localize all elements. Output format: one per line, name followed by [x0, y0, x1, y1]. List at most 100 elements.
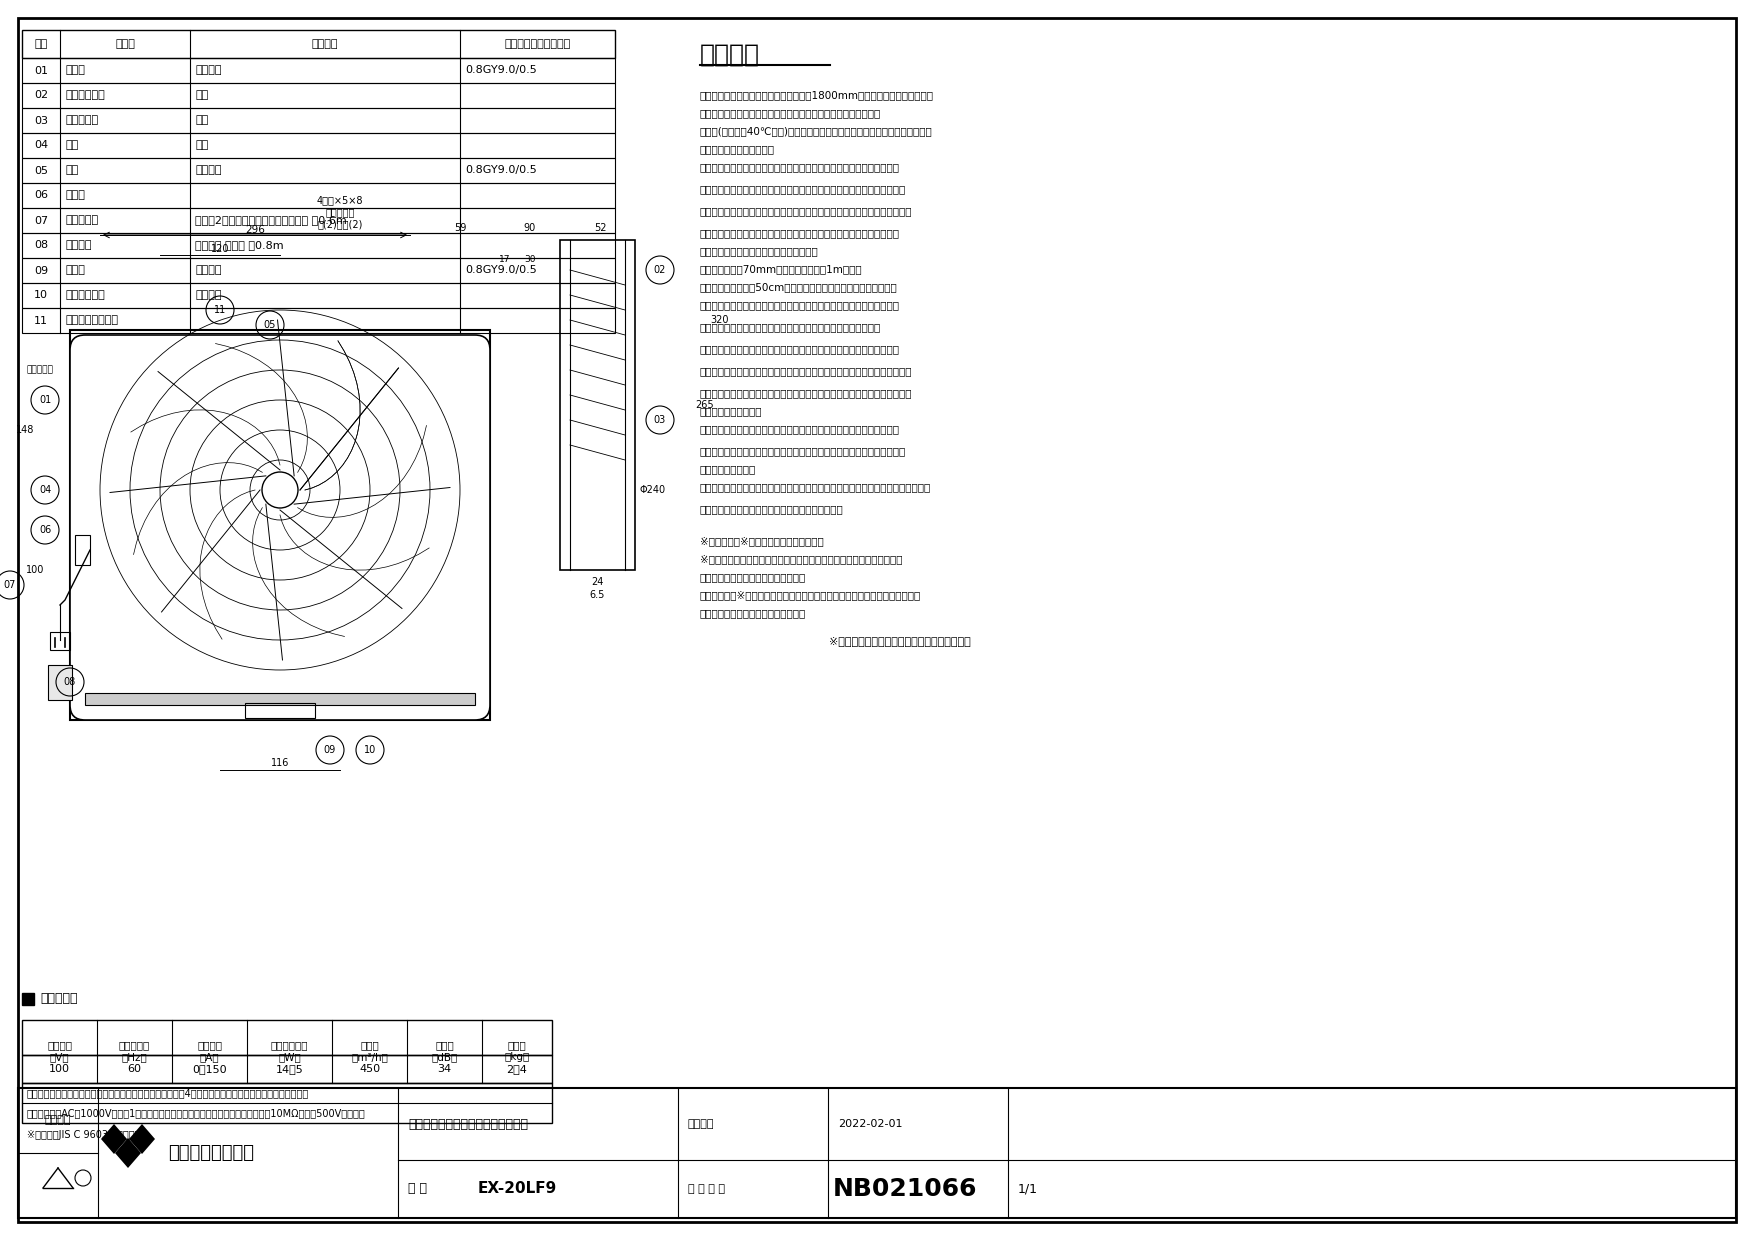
Text: 100: 100: [49, 1064, 70, 1074]
Bar: [23, 258, 616, 283]
Text: 03: 03: [33, 115, 47, 125]
Text: 17: 17: [500, 255, 510, 264]
Text: EX-20LF9: EX-20LF9: [479, 1182, 558, 1197]
Text: 09: 09: [33, 265, 47, 275]
Text: 形 名: 形 名: [409, 1182, 426, 1195]
Text: 4ヶ所×5×8: 4ヶ所×5×8: [317, 195, 363, 205]
Text: 羽根中心量: 羽根中心量: [26, 366, 53, 374]
Text: 116: 116: [270, 758, 289, 768]
Text: うちわボルト: うちわボルト: [65, 91, 105, 100]
Bar: [23, 283, 616, 308]
Text: 08: 08: [33, 241, 47, 250]
Text: 0．150: 0．150: [193, 1064, 226, 1074]
Text: ※各所用　　※フィルターは交換形です。: ※各所用 ※フィルターは交換形です。: [700, 536, 824, 546]
Text: 06: 06: [33, 191, 47, 201]
Text: 本体: 本体: [65, 140, 79, 150]
Text: ・浴室など湿気の多い場所や結露する場所には据付けないでください。: ・浴室など湿気の多い場所や結露する場所には据付けないでください。: [700, 162, 900, 172]
Text: ・本体の据付けは十分強度のあるところを選んで確実に行なってください。: ・本体の据付けは十分強度のあるところを選んで確実に行なってください。: [700, 366, 912, 376]
Bar: [23, 308, 616, 334]
Text: 据付用長穴: 据付用長穴: [324, 207, 354, 217]
Text: （m³/h）: （m³/h）: [351, 1052, 388, 1061]
Bar: [84, 693, 475, 706]
Text: ・外風でシャッターがばたつく。・換気しない。: ・外風でシャッターがばたつく。・換気しない。: [700, 503, 844, 515]
Text: ・高温(室内温度40℃以上)になる場所や直接炎のあたるおそれのある場所には: ・高温(室内温度40℃以上)になる場所や直接炎のあたるおそれのある場所には: [700, 126, 933, 136]
Text: 定格電圧: 定格電圧: [47, 1040, 72, 1050]
Text: ・空気の流れが必要なため換気扇の反対側に出入口・窓などがあるところに: ・空気の流れが必要なため換気扇の反対側に出入口・窓などがあるところに: [700, 388, 912, 398]
Text: 296: 296: [246, 224, 265, 236]
Text: ・外風の強い場所・高気密住宅への設置には下記のような症状が発生する: ・外風の強い場所・高気密住宅への設置には下記のような症状が発生する: [700, 446, 907, 456]
Text: 10: 10: [363, 745, 375, 755]
Bar: [23, 133, 616, 157]
Text: 電動機形式｜全閉形コンデンサ永久分相形単相誘導電動機　4極　｜シャッター形式｜スイッチとの連動式: 電動機形式｜全閉形コンデンサ永久分相形単相誘導電動機 4極 ｜シャッター形式｜ス…: [26, 1087, 309, 1097]
Text: ・温泉地　・塩害地域　・薬品工場　・直射日光が当たる場所: ・温泉地 ・塩害地域 ・薬品工場 ・直射日光が当たる場所: [700, 322, 881, 332]
Text: 合成樹脂: 合成樹脂: [195, 290, 221, 300]
Polygon shape: [130, 1123, 154, 1154]
Text: 合成樹脂: 合成樹脂: [195, 66, 221, 76]
Text: 品番: 品番: [35, 38, 47, 50]
Text: 05: 05: [263, 320, 275, 330]
Text: ・キッチンフード内には設置しないでください。故障の原因になります。: ・キッチンフード内には設置しないでください。故障の原因になります。: [700, 184, 907, 193]
Text: ※壁取付専用　　フィルターが汚れた場合は、別売の交換フィルターと: ※壁取付専用 フィルターが汚れた場合は、別売の交換フィルターと: [700, 554, 903, 564]
Text: 2022-02-01: 2022-02-01: [838, 1118, 903, 1128]
Text: Φ240: Φ240: [640, 485, 667, 495]
Text: 据付けてください。: 据付けてください。: [700, 405, 763, 415]
Text: 品　名: 品 名: [116, 38, 135, 50]
Text: 100: 100: [26, 565, 44, 575]
Text: 08: 08: [63, 677, 75, 687]
Text: ※内部コンセントを設ける場合は、別売のコンセント取付金具を: ※内部コンセントを設ける場合は、別売のコンセント取付金具を: [700, 590, 921, 600]
Text: 320: 320: [710, 315, 730, 325]
Text: 450: 450: [360, 1064, 381, 1074]
Text: 引きひも: 引きひも: [65, 241, 91, 250]
Text: 風　量: 風 量: [360, 1040, 379, 1050]
Text: 作成日付: 作成日付: [688, 1118, 714, 1128]
Text: ・この製品は高所据付用です。床面より1800mm以上のメンテナンス可能な: ・この製品は高所据付用です。床面より1800mm以上のメンテナンス可能な: [700, 91, 933, 100]
Text: 34: 34: [437, 1064, 451, 1074]
Bar: [23, 58, 616, 83]
Bar: [23, 30, 616, 58]
Text: （Hz）: （Hz）: [121, 1052, 147, 1061]
Text: 電動機: 電動機: [65, 191, 84, 201]
FancyBboxPatch shape: [70, 335, 489, 720]
Text: 鋼板: 鋼板: [195, 140, 209, 150]
Text: 0.8GY9.0/0.5: 0.8GY9.0/0.5: [465, 165, 537, 176]
Text: 三菱電機株式会社: 三菱電機株式会社: [168, 1145, 254, 1162]
Text: 04: 04: [33, 140, 47, 150]
Text: 09: 09: [324, 745, 337, 755]
Text: 10: 10: [33, 290, 47, 300]
Text: 04: 04: [39, 485, 51, 495]
Text: 使用してください。: 使用してください。: [700, 608, 807, 618]
Text: 定格消費電力: 定格消費電力: [270, 1040, 309, 1050]
Text: 交換してください。: 交換してください。: [700, 572, 807, 582]
Bar: [23, 1083, 553, 1123]
Text: ・カーテン・ひもなどが触れるおそれのない場所に据付けてください。: ・カーテン・ひもなどが触れるおそれのない場所に据付けてください。: [700, 424, 900, 434]
Text: 不織布フィルター: 不織布フィルター: [65, 315, 118, 325]
Text: 上(2)，下(2): 上(2)，下(2): [317, 219, 363, 229]
Text: （V）: （V）: [49, 1052, 70, 1061]
Text: 騒　音: 騒 音: [435, 1040, 454, 1050]
Text: ・天井・壁から70mm以上、コンロから1m以上、: ・天井・壁から70mm以上、コンロから1m以上、: [700, 264, 863, 274]
Text: （kg）: （kg）: [505, 1052, 530, 1061]
Text: NB021066: NB021066: [833, 1177, 977, 1200]
Text: 質　量: 質 量: [507, 1040, 526, 1050]
Text: 第三角法: 第三角法: [46, 1116, 72, 1126]
Text: ・雨水の直接かかる場所では雨水が直接浸入することがありますので、: ・雨水の直接かかる場所では雨水が直接浸入することがありますので、: [700, 228, 900, 238]
Text: 羽根: 羽根: [65, 165, 79, 176]
Bar: [23, 108, 616, 133]
Text: （W）: （W）: [279, 1052, 302, 1061]
Text: 鋼板: 鋼板: [195, 115, 209, 125]
Bar: [70, 330, 489, 720]
Text: 11: 11: [214, 305, 226, 315]
Text: 合成樹脂 有効長 約0.8m: 合成樹脂 有効長 約0.8m: [195, 241, 284, 250]
Bar: [75, 534, 89, 565]
Text: 0.8GY9.0/0.5: 0.8GY9.0/0.5: [465, 265, 537, 275]
Bar: [23, 1021, 553, 1055]
Bar: [23, 208, 616, 233]
Text: 60: 60: [128, 1064, 142, 1074]
Text: ※仕様は場合により変更することがあります。: ※仕様は場合により変更することがあります。: [830, 636, 972, 646]
Polygon shape: [102, 1123, 126, 1154]
Text: 05: 05: [33, 165, 47, 176]
Bar: [23, 157, 616, 184]
Text: 注意事項: 注意事項: [700, 43, 759, 67]
Text: ・直射日光が当たる場所で使用しないでください。故障の原因になります。: ・直射日光が当たる場所で使用しないでください。故障の原因になります。: [700, 206, 912, 216]
Text: 1/1: 1/1: [1017, 1182, 1038, 1195]
